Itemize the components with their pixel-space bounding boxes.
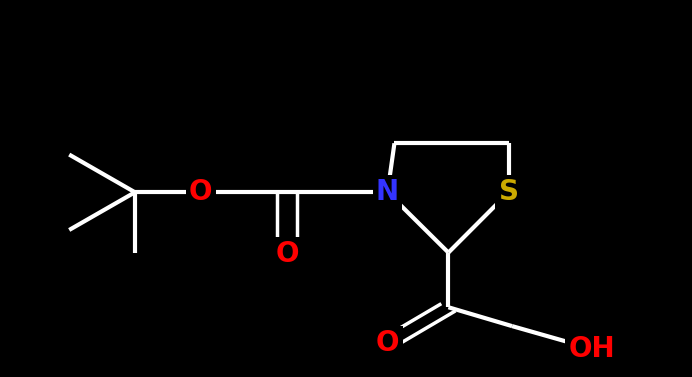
Text: O: O <box>376 329 399 357</box>
Text: O: O <box>189 178 212 206</box>
Text: S: S <box>499 178 518 206</box>
Text: O: O <box>275 241 299 268</box>
Text: N: N <box>376 178 399 206</box>
Text: OH: OH <box>568 335 615 363</box>
